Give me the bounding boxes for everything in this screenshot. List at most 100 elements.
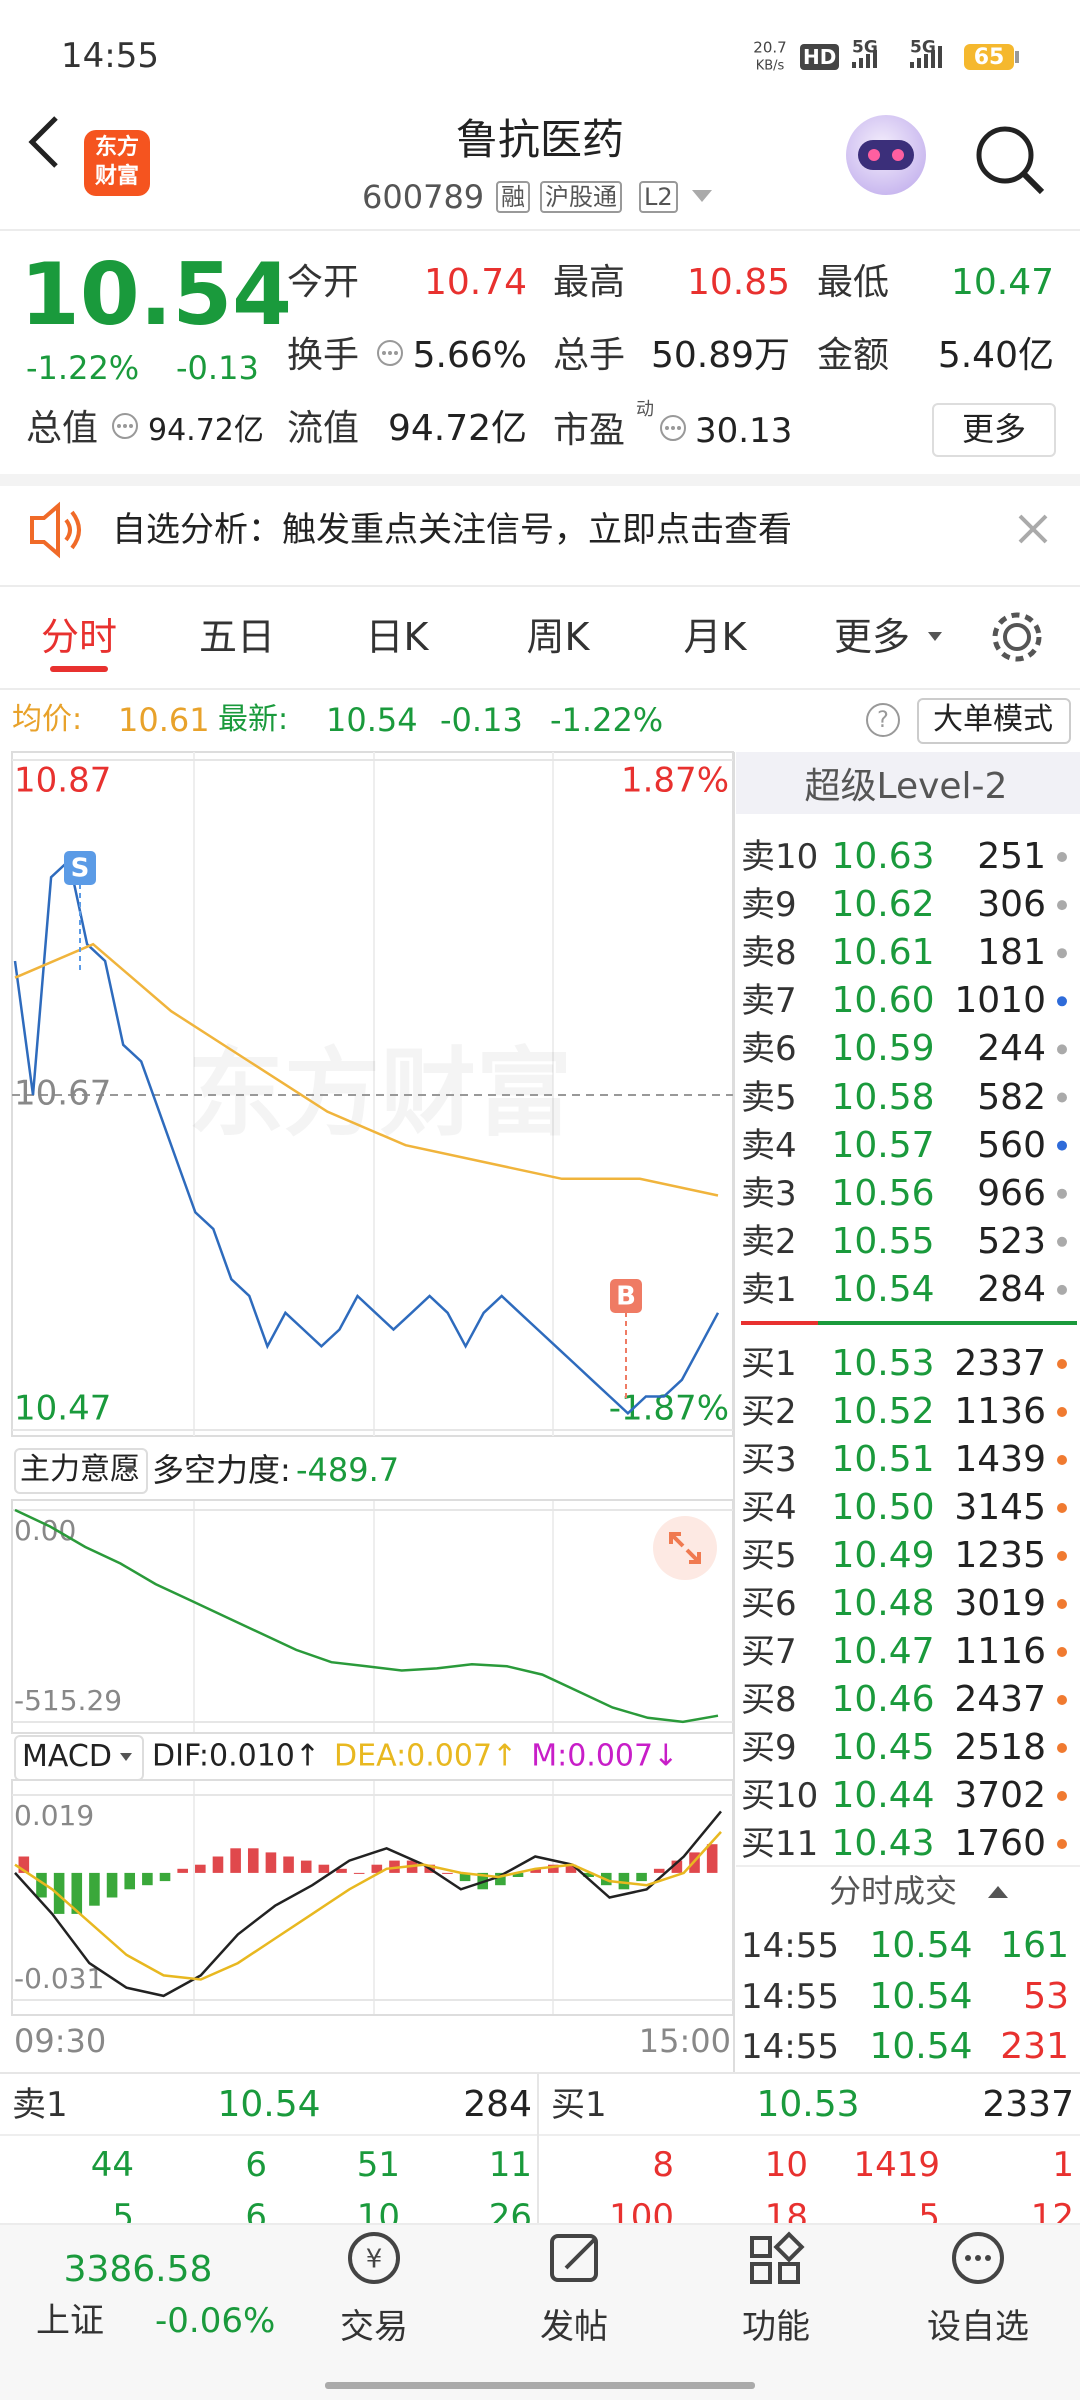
book-order: 10 — [764, 2145, 808, 2185]
banner-icons — [30, 501, 1048, 559]
level2-label: 卖8 — [741, 933, 797, 974]
indicator-menu-label[interactable]: MACD — [22, 1739, 112, 1774]
level2-dot — [1057, 1044, 1067, 1055]
field-value: 10.47 — [950, 262, 1054, 303]
level2-volume: 3019 — [954, 1583, 1046, 1624]
level2-volume: 1760 — [954, 1823, 1046, 1864]
level2-price: 10.58 — [831, 1076, 935, 1118]
level2-label: 卖2 — [741, 1221, 797, 1262]
indicator-readout: -489.7 — [296, 1451, 400, 1489]
back-button[interactable] — [28, 116, 58, 168]
field-value: 94.72亿 — [148, 413, 264, 448]
level2-dot — [1057, 900, 1067, 911]
y-tick-label: 0.00 — [14, 1514, 76, 1547]
level2-dot — [1057, 1647, 1067, 1657]
legend-entry: DIF:0.010↑ — [152, 1739, 320, 1774]
tag: 融 — [496, 181, 530, 213]
level2-dot — [1057, 1455, 1067, 1465]
stock-code: 600789 — [362, 178, 485, 216]
level2-dot — [1057, 1284, 1067, 1295]
tab[interactable]: 分时 — [40, 615, 118, 659]
tab[interactable]: 日K — [365, 615, 429, 659]
close-button[interactable] — [1018, 514, 1048, 544]
tab[interactable]: 五日 — [198, 615, 276, 659]
series-line — [14, 942, 719, 1197]
macd-bar — [142, 1872, 153, 1886]
book-order: 6 — [245, 2145, 267, 2185]
level2-dot — [1057, 1503, 1067, 1513]
level2-label: 买4 — [741, 1488, 797, 1528]
book-order: 1419 — [853, 2145, 940, 2185]
annotation-label: S — [71, 854, 90, 884]
trade-price: 10.54 — [869, 2026, 973, 2067]
level2-volume: 3145 — [954, 1487, 1046, 1528]
level2-volume: 2437 — [954, 1679, 1046, 1720]
macd-bar — [265, 1852, 277, 1873]
annotation-badge — [610, 1279, 642, 1313]
level2-dot — [1057, 1839, 1067, 1849]
y-tick-label: -515.29 — [14, 1684, 122, 1717]
chart-frame — [11, 1779, 734, 2016]
change-pct: -1.22% — [26, 349, 140, 387]
svg-text:¥: ¥ — [366, 2245, 383, 2275]
level2-title: 超级Level-2 — [804, 766, 1008, 807]
indicator-menu-label[interactable]: 主力意愿 — [20, 1452, 140, 1487]
stock-name: 鲁抗医药 — [455, 115, 625, 164]
tab[interactable]: 更多 — [833, 615, 911, 659]
level2-label: 买11 — [741, 1824, 819, 1864]
logo-text: 财富 — [94, 164, 140, 189]
level2-label: 卖5 — [741, 1077, 797, 1118]
search-button[interactable] — [976, 126, 1034, 184]
field-label: 总值 — [26, 408, 99, 449]
field-sup: 动 — [636, 399, 654, 420]
level2-price: 10.57 — [831, 1124, 935, 1166]
macd-bar — [106, 1872, 118, 1898]
nav-item[interactable]: 交易 — [340, 2307, 408, 2347]
level2-label: 买8 — [741, 1680, 797, 1720]
last-change-pct: -1.22% — [550, 701, 664, 739]
banner-text[interactable]: 自选分析：触发重点关注信号，立即点击查看 — [112, 510, 792, 550]
macd-bar — [71, 1872, 83, 1914]
mode-label[interactable]: 大单模式 — [933, 702, 1053, 737]
tab[interactable]: 周K — [526, 615, 590, 659]
level2-price: 10.62 — [831, 884, 935, 926]
field-label: 换手 — [287, 335, 360, 376]
status-time: 14:55 — [61, 36, 159, 76]
tag: L2 — [639, 181, 678, 213]
macd-bar — [336, 1868, 347, 1873]
more-label[interactable]: 更多 — [961, 410, 1027, 448]
index-change[interactable]: -0.06% — [155, 2301, 276, 2341]
index-name[interactable]: 上证 — [36, 2301, 104, 2341]
level2-label: 买2 — [741, 1392, 797, 1432]
level2-price: 10.44 — [831, 1775, 935, 1816]
index-value[interactable]: 3386.58 — [63, 2249, 213, 2290]
mode-button[interactable] — [917, 698, 1071, 744]
tag: 沪股通 — [540, 181, 622, 213]
nav-item[interactable]: 设自选 — [927, 2307, 1029, 2347]
level2-volume: 582 — [977, 1076, 1046, 1118]
tab[interactable]: 月K — [683, 615, 747, 659]
nav-item[interactable]: 发帖 — [540, 2307, 608, 2347]
battery: 65 — [973, 45, 1005, 70]
level2-dot — [1057, 1743, 1067, 1753]
trade-time: 14:55 — [741, 1976, 839, 2017]
level2-volume: 284 — [977, 1268, 1046, 1310]
level2-price: 10.53 — [831, 1343, 935, 1384]
trade-volume: 231 — [1000, 2026, 1069, 2067]
book-volume: 284 — [463, 2084, 532, 2125]
level2-price: 10.46 — [831, 1679, 935, 1720]
more-button[interactable] — [932, 403, 1056, 457]
indicator-menu[interactable] — [14, 1448, 148, 1494]
nav-item[interactable]: 功能 — [742, 2307, 810, 2347]
field-label: 总手 — [553, 335, 626, 376]
book-label: 买1 — [551, 2085, 607, 2125]
settings-button[interactable] — [1003, 623, 1031, 651]
level2-dot — [1057, 1092, 1067, 1103]
series-line — [13, 858, 720, 1416]
info-icons — [112, 340, 686, 441]
tab-icons — [928, 612, 1042, 662]
field-value: 10.74 — [423, 262, 527, 303]
level2-price: 10.50 — [831, 1487, 935, 1528]
header-icons — [28, 115, 1045, 202]
